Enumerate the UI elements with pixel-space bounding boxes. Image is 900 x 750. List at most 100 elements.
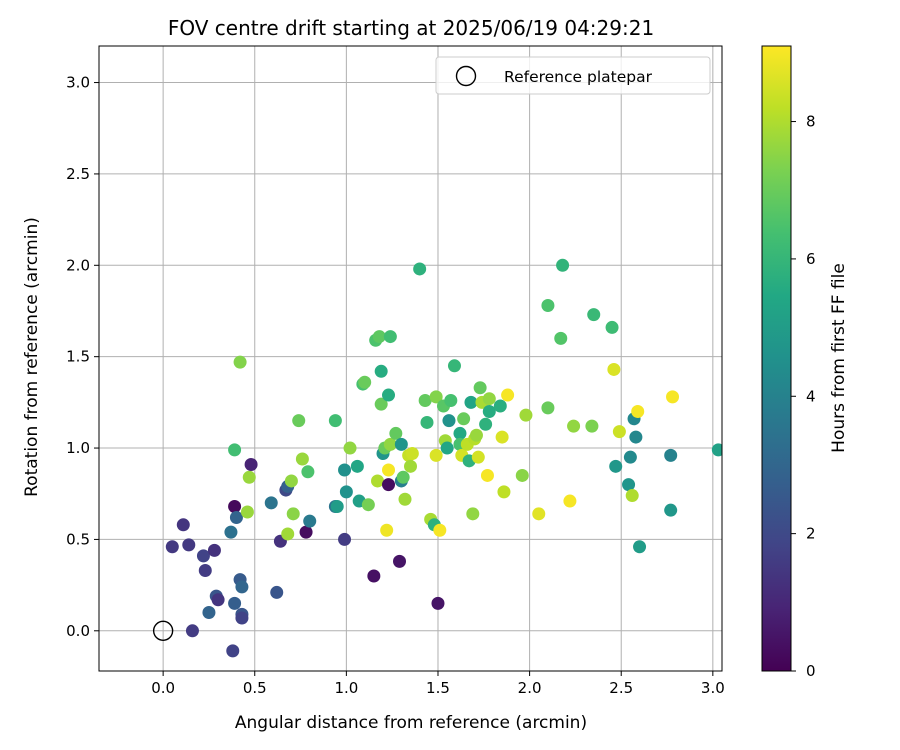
scatter-point <box>629 430 643 444</box>
y-axis-label: Rotation from reference (arcmin) <box>22 217 42 497</box>
scatter-point <box>519 408 533 422</box>
scatter-point <box>330 500 344 514</box>
scatter-point <box>211 593 225 607</box>
scatter-point <box>371 474 385 488</box>
y-tick-label: 2.5 <box>66 165 90 183</box>
scatter-point <box>418 394 432 408</box>
scatter-point <box>605 320 619 334</box>
scatter-point <box>431 596 445 610</box>
scatter-point <box>389 426 403 440</box>
scatter-point <box>497 485 511 499</box>
scatter-point <box>286 507 300 521</box>
scatter-point <box>228 443 242 457</box>
scatter-point <box>295 452 309 466</box>
colorbar-tick-label: 2 <box>806 525 816 543</box>
scatter-point <box>631 404 645 418</box>
scatter-point <box>404 459 417 473</box>
scatter-point <box>383 437 397 451</box>
scatter-point <box>303 514 317 528</box>
scatter-point <box>350 459 364 473</box>
scatter-point <box>664 503 678 517</box>
chart-title: FOV centre drift starting at 2025/06/19 … <box>168 16 654 40</box>
x-tick-label: 0.5 <box>243 679 267 697</box>
scatter-point <box>622 478 636 492</box>
colorbar-ticks: 0 2 4 6 8 <box>791 113 816 680</box>
scatter-point <box>301 465 315 479</box>
scatter-point <box>339 485 353 499</box>
scatter-point <box>429 448 443 462</box>
scatter-point <box>493 399 507 413</box>
scatter-points <box>165 258 722 658</box>
scatter-point <box>447 359 461 373</box>
y-tick-label: 2.0 <box>66 256 90 274</box>
scatter-point <box>383 330 397 344</box>
legend-box <box>435 56 711 95</box>
y-tick-label: 1.5 <box>66 348 90 366</box>
scatter-point <box>457 412 471 426</box>
scatter-point <box>328 414 342 428</box>
scatter-point <box>515 468 529 482</box>
scatter-point <box>623 450 637 464</box>
scatter-point <box>625 489 639 503</box>
scatter-point <box>482 404 496 418</box>
colorbar <box>761 45 792 672</box>
scatter-point <box>338 463 352 477</box>
scatter-point <box>469 428 483 442</box>
scatter-point <box>224 525 238 539</box>
scatter-point <box>664 448 678 462</box>
scatter-point <box>607 362 621 376</box>
scatter-point <box>394 437 408 451</box>
scatter-point <box>567 419 581 433</box>
scatter-point <box>176 518 190 532</box>
scatter-point <box>292 414 306 428</box>
y-tick-label: 0.5 <box>66 530 90 548</box>
scatter-point <box>495 430 509 444</box>
scatter-point <box>299 525 313 539</box>
scatter-point <box>585 419 599 433</box>
scatter-point <box>405 447 419 461</box>
x-tick-label: 3.0 <box>701 679 725 697</box>
scatter-point <box>633 540 647 554</box>
scatter-point <box>235 580 249 594</box>
scatter-point <box>235 611 249 625</box>
scatter-point <box>284 474 298 488</box>
scatter-point <box>382 478 396 492</box>
scatter-point <box>270 585 284 599</box>
scatter-point <box>242 470 256 484</box>
scatter-point <box>233 355 247 369</box>
scatter-point <box>420 415 434 429</box>
scatter-point <box>240 505 254 519</box>
scatter-point <box>440 441 454 455</box>
y-tick-label: 3.0 <box>66 74 90 92</box>
scatter-point <box>556 258 570 272</box>
scatter-point <box>480 468 494 482</box>
scatter-point <box>453 426 467 440</box>
scatter-point <box>471 450 485 464</box>
scatter-point <box>532 507 546 521</box>
scatter-point <box>372 330 386 344</box>
reference-marker <box>152 620 174 641</box>
scatter-point <box>343 441 357 455</box>
scatter-point <box>393 554 407 568</box>
scatter-point <box>228 500 242 514</box>
scatter-point <box>612 425 626 439</box>
colorbar-tick-label: 6 <box>806 250 816 268</box>
scatter-point <box>666 390 680 404</box>
scatter-point <box>429 390 443 404</box>
x-tick-label: 0.0 <box>151 679 175 697</box>
scatter-point <box>501 388 515 402</box>
scatter-point <box>198 563 212 577</box>
scatter-point <box>541 299 555 313</box>
scatter-point <box>380 523 394 537</box>
scatter-point <box>374 364 388 378</box>
x-tick-label: 1.0 <box>334 679 358 697</box>
scatter-point <box>264 496 278 510</box>
colorbar-tick-label: 0 <box>806 662 816 680</box>
plot-frame <box>98 45 723 672</box>
scatter-point <box>207 543 221 557</box>
colorbar-label: Hours from first FF file <box>829 263 849 453</box>
scatter-point <box>563 494 577 508</box>
y-axis-ticks: 0.0 0.5 1.0 1.5 2.0 2.5 3.0 <box>66 74 99 640</box>
scatter-point <box>433 523 447 537</box>
